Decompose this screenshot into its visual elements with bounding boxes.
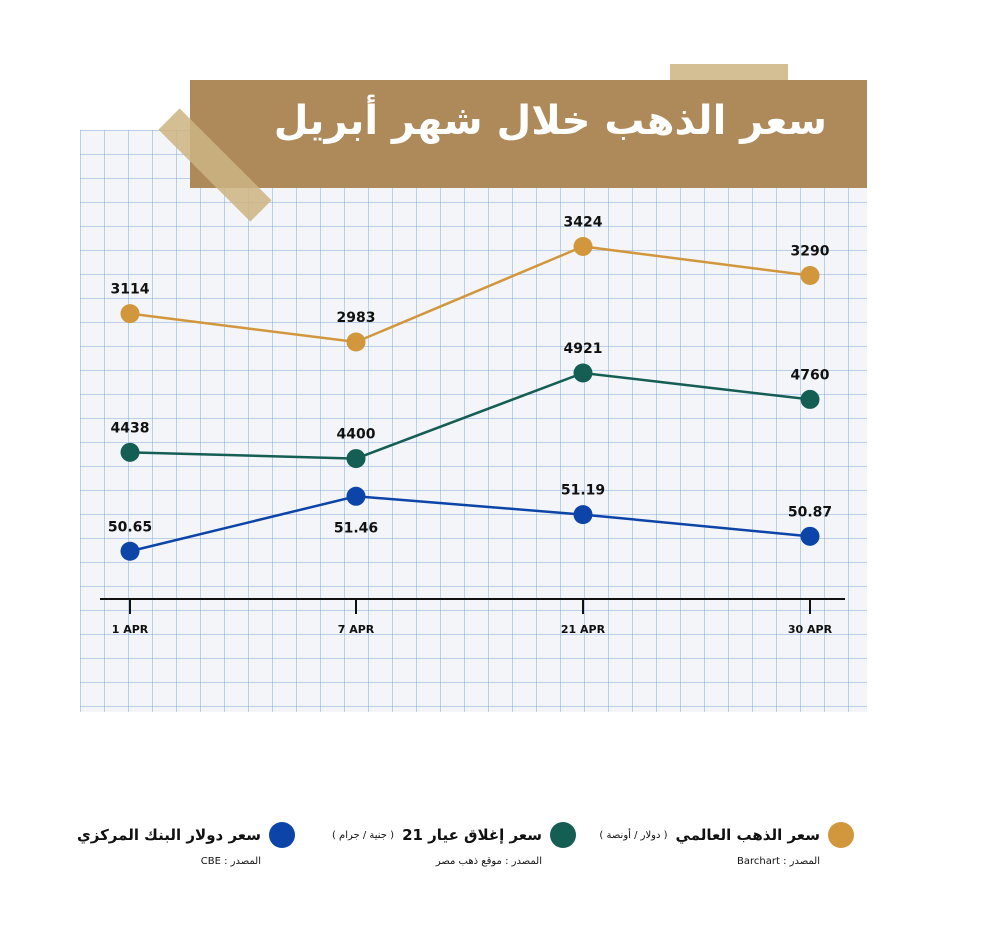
data-point-gold-21 xyxy=(573,363,593,383)
legend-item-gold-21: سعر إغلاق عيار 21 ( جنية / جرام ) المصدر… xyxy=(332,822,576,867)
data-label-world-gold: 3290 xyxy=(791,244,830,260)
series-line-gold-21 xyxy=(129,371,811,460)
legend-item-cbe-dollar: سعر دولار البنك المركزي المصدر : CBE xyxy=(77,822,295,867)
x-axis-tick-label: 21 APR xyxy=(561,623,606,636)
data-point-gold-21 xyxy=(346,449,366,469)
data-point-world-gold xyxy=(573,236,593,256)
grid-paper-background xyxy=(80,130,867,712)
data-point-world-gold xyxy=(800,266,820,285)
chart-title: سعر الذهب خلال شهر أبريل xyxy=(273,98,827,144)
title-banner: سعر الذهب خلال شهر أبريل xyxy=(190,80,867,188)
data-point-world-gold xyxy=(346,332,366,352)
data-point-gold-21 xyxy=(800,389,820,409)
legend-source-world-gold: المصدر : Barchart xyxy=(737,856,820,867)
x-axis-tick-label: 1 APR xyxy=(112,623,149,636)
series-line-world-gold xyxy=(129,245,811,344)
x-axis-tick-label: 7 APR xyxy=(338,623,375,636)
data-label-gold-21: 4921 xyxy=(564,341,603,357)
data-label-cbe-dollar: 50.65 xyxy=(108,519,152,535)
legend-item-world-gold: سعر الذهب العالمي ( دولار / أونصة ) المص… xyxy=(599,822,854,867)
legend-label-world-gold: سعر الذهب العالمي xyxy=(675,826,820,844)
series-line-cbe-dollar xyxy=(129,495,811,553)
data-label-gold-21: 4400 xyxy=(337,427,376,443)
legend-dot-world-gold xyxy=(828,822,854,848)
data-label-world-gold: 2983 xyxy=(337,310,376,326)
data-label-world-gold: 3424 xyxy=(564,214,603,230)
legend-dot-cbe-dollar xyxy=(269,822,295,848)
legend-label-cbe-dollar: سعر دولار البنك المركزي xyxy=(77,826,261,844)
data-label-gold-21: 4438 xyxy=(111,420,150,436)
data-label-cbe-dollar: 51.19 xyxy=(561,483,605,499)
data-point-gold-21 xyxy=(120,442,140,462)
data-label-cbe-dollar: 50.87 xyxy=(788,504,832,520)
data-point-cbe-dollar xyxy=(800,526,820,546)
data-point-cbe-dollar xyxy=(346,486,366,506)
legend-unit-world-gold: ( دولار / أونصة ) xyxy=(599,829,668,841)
data-point-cbe-dollar xyxy=(120,541,140,561)
legend-unit-gold-21: ( جنية / جرام ) xyxy=(331,829,395,841)
legend-label-gold-21: سعر إغلاق عيار 21 xyxy=(402,826,542,844)
data-label-cbe-dollar: 51.46 xyxy=(334,520,378,536)
data-point-world-gold xyxy=(120,304,140,324)
data-point-cbe-dollar xyxy=(573,505,593,525)
data-label-world-gold: 3114 xyxy=(111,282,150,298)
legend-dot-gold-21 xyxy=(550,822,576,848)
x-axis-tick-label: 30 APR xyxy=(788,623,833,636)
legend-source-gold-21: المصدر : موقع ذهب مصر xyxy=(435,856,542,867)
data-label-gold-21: 4760 xyxy=(791,367,830,383)
legend-source-cbe-dollar: المصدر : CBE xyxy=(200,856,261,867)
